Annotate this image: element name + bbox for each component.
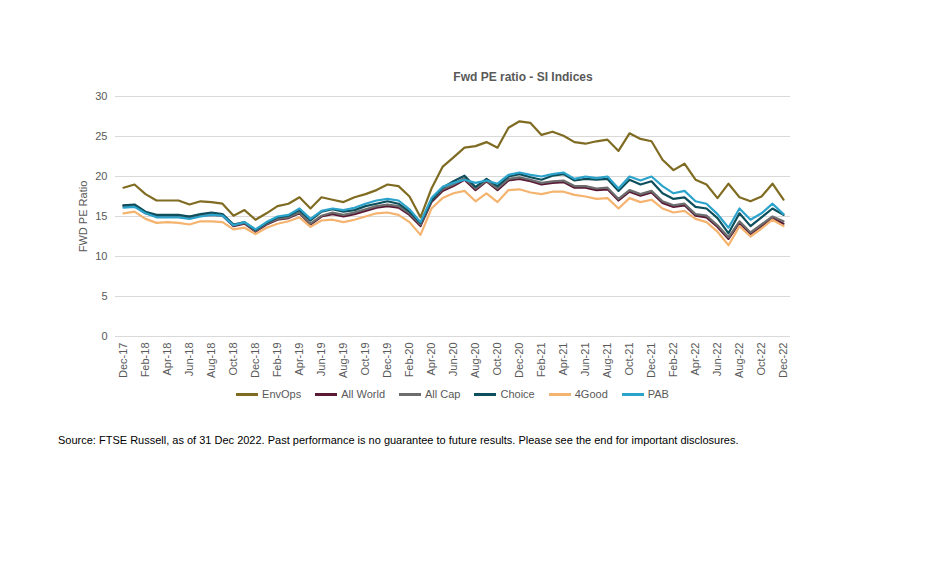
html-text:All World: All World <box>341 388 385 400</box>
svg-text:Dec-18: Dec-18 <box>249 343 261 378</box>
svg-text:30: 30 <box>95 90 107 102</box>
svg-text:Feb-18: Feb-18 <box>139 343 151 378</box>
svg-text:Jun-21: Jun-21 <box>579 343 591 377</box>
svg-text:Apr-21: Apr-21 <box>557 343 569 376</box>
svg-text:20: 20 <box>95 170 107 182</box>
svg-text:Apr-20: Apr-20 <box>425 343 437 376</box>
html-text:Fwd PE ratio - SI Indices: Fwd PE ratio - SI Indices <box>453 70 593 84</box>
html-text:PAB: PAB <box>647 388 669 400</box>
svg-text:Oct-20: Oct-20 <box>491 343 503 376</box>
svg-text:10: 10 <box>95 250 107 262</box>
svg-text:Aug-19: Aug-19 <box>337 343 349 378</box>
svg-text:Jun-22: Jun-22 <box>711 343 723 377</box>
svg-text:Jun-20: Jun-20 <box>447 343 459 377</box>
svg-text:5: 5 <box>101 290 107 302</box>
html-text:Source: FTSE Russell, as of 31: Source: FTSE Russell, as of 31 Dec 2022.… <box>58 434 739 446</box>
svg-text:Oct-22: Oct-22 <box>755 343 767 376</box>
html-text:All Cap: All Cap <box>425 388 461 400</box>
svg-text:Oct-19: Oct-19 <box>359 343 371 376</box>
svg-text:Dec-19: Dec-19 <box>381 343 393 378</box>
html-text:EnvOps: EnvOps <box>262 388 302 400</box>
svg-text:Dec-17: Dec-17 <box>117 343 129 378</box>
svg-text:Apr-19: Apr-19 <box>293 343 305 376</box>
svg-text:Aug-18: Aug-18 <box>205 343 217 378</box>
svg-text:Dec-21: Dec-21 <box>645 343 657 378</box>
svg-text:Oct-18: Oct-18 <box>227 343 239 376</box>
svg-text:Apr-18: Apr-18 <box>161 343 173 376</box>
svg-text:15: 15 <box>95 210 107 222</box>
svg-text:Feb-22: Feb-22 <box>667 343 679 378</box>
svg-text:FWD PE Ratio: FWD PE Ratio <box>77 181 89 253</box>
svg-text:Aug-20: Aug-20 <box>469 343 481 378</box>
svg-text:Aug-21: Aug-21 <box>601 343 613 378</box>
svg-text:Jun-18: Jun-18 <box>183 343 195 377</box>
svg-text:Oct-21: Oct-21 <box>623 343 635 376</box>
svg-text:Dec-20: Dec-20 <box>513 343 525 378</box>
svg-text:Jun-19: Jun-19 <box>315 343 327 377</box>
html-text:Choice: Choice <box>500 388 535 400</box>
svg-text:Feb-20: Feb-20 <box>403 343 415 378</box>
html-text:4Good: 4Good <box>574 388 608 400</box>
svg-text:Aug-22: Aug-22 <box>733 343 745 378</box>
svg-text:Feb-21: Feb-21 <box>535 343 547 378</box>
svg-text:25: 25 <box>95 130 107 142</box>
svg-text:Feb-19: Feb-19 <box>271 343 283 378</box>
svg-text:0: 0 <box>101 330 107 342</box>
svg-text:Apr-22: Apr-22 <box>689 343 701 376</box>
svg-text:Dec-22: Dec-22 <box>777 343 789 378</box>
